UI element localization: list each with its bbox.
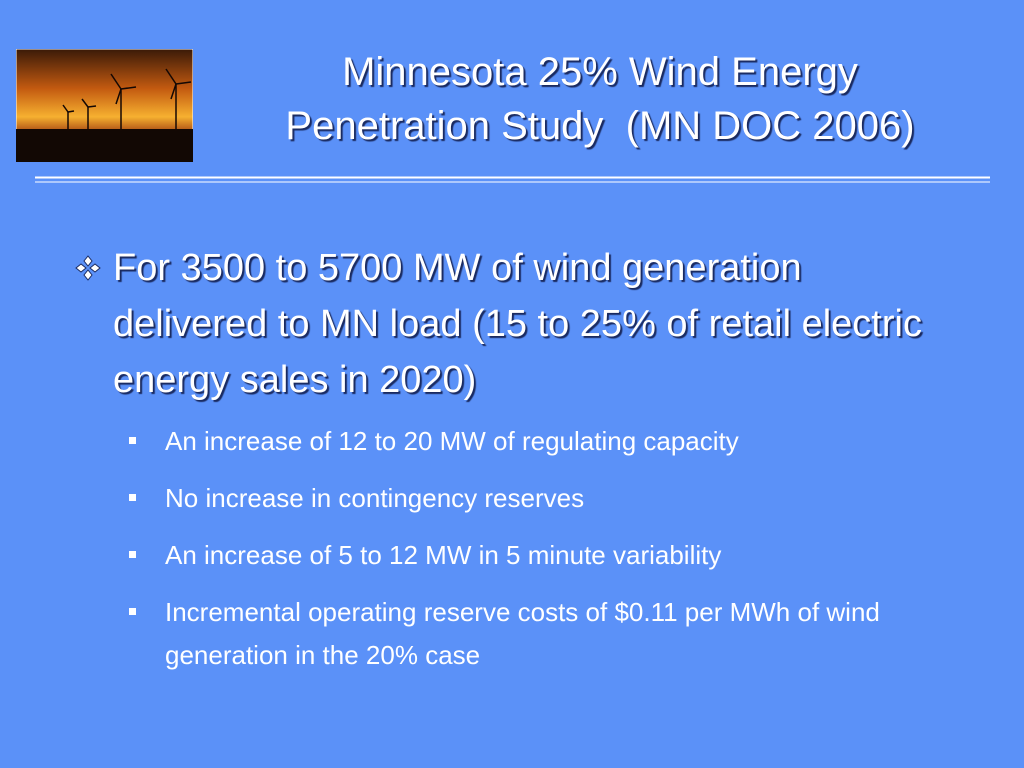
bullet-icon [75,255,101,281]
title-line: Penetration Study (MN DOC 2006) [285,104,915,148]
sub-bullet-text: No increase in contingency reserves [165,483,585,513]
bullet-square [129,551,136,558]
sub-bullet-text: Incremental operating reserve costs of $… [165,597,880,670]
title-line: Minnesota 25% Wind Energy [342,50,858,94]
title-rule [35,176,990,183]
bullet-square [129,494,136,501]
sub-bullet: An increase of 5 to 12 MW in 5 minute va… [129,534,945,577]
sub-bullet: Incremental operating reserve costs of $… [129,591,945,677]
bullet-square [129,437,136,444]
sub-bullet: No increase in contingency reserves [129,477,945,520]
sub-bullet-text: An increase of 12 to 20 MW of regulating… [165,426,739,456]
sub-bullet-list: An increase of 12 to 20 MW of regulating… [129,420,945,691]
sunset-wind-photo [16,49,193,162]
sub-bullet-text: An increase of 5 to 12 MW in 5 minute va… [165,540,722,570]
sub-bullet: An increase of 12 to 20 MW of regulating… [129,420,945,463]
bullet-square [129,608,136,615]
bullet-text: For 3500 to 5700 MW of wind generation d… [113,247,922,401]
